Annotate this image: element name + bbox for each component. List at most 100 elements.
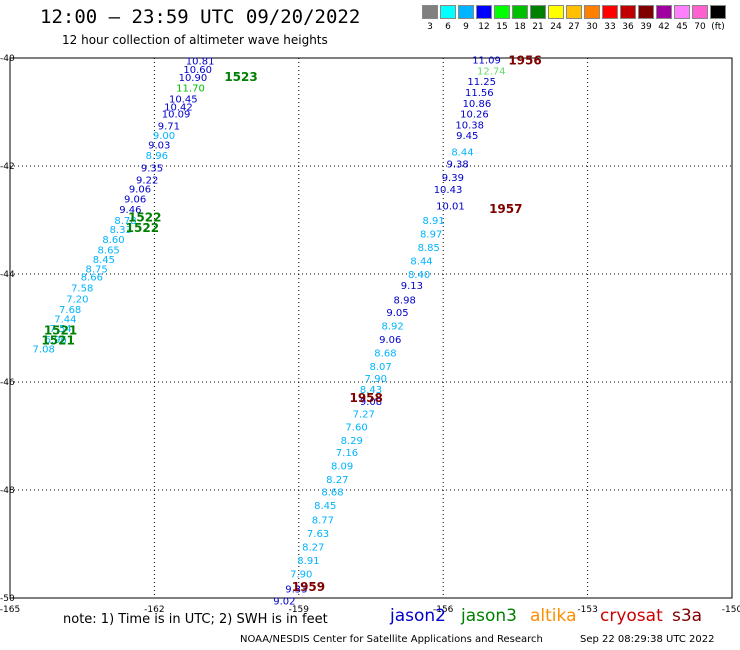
wave-height-label: 7.68 — [59, 305, 81, 316]
wave-height-label: 8.40 — [408, 270, 430, 281]
color-scale-label: 21 — [532, 22, 544, 32]
wave-height-label: 9.05 — [386, 308, 408, 319]
color-swatch — [476, 5, 492, 19]
wave-height-label: 10.38 — [455, 120, 484, 131]
wave-height-label: 7.16 — [336, 448, 358, 459]
wave-height-label: 11.70 — [176, 84, 205, 95]
color-swatch — [710, 5, 726, 19]
wave-height-label: 8.68 — [321, 488, 343, 499]
wave-height-label: 9.46 — [119, 205, 141, 216]
wave-height-label: 9.03 — [148, 140, 170, 151]
wave-height-label: 10.60 — [183, 65, 212, 76]
wave-height-label: 7.20 — [66, 294, 88, 305]
footer-note: note: 1) Time is in UTC; 2) SWH is in fe… — [63, 612, 328, 627]
wave-height-label: 9.06 — [129, 185, 151, 196]
wave-height-label: 7.90 — [365, 374, 387, 385]
axis-ticks: -165 -162 -159 -156 -153 -150 -40 -42 -44 -46 -48 -… — [0, 54, 740, 615]
wave-height-label: 10.01 — [436, 201, 465, 212]
track-time-label: 1521 — [41, 333, 74, 347]
wave-height-label: 9.38 — [447, 159, 469, 170]
wave-height-label: 8.29 — [341, 436, 363, 447]
x-tick-label: -159 — [289, 605, 310, 615]
wave-height-label: 10.90 — [179, 73, 208, 84]
y-tick-label: -46 — [0, 378, 15, 388]
wave-height-label: 8.65 — [98, 246, 120, 257]
wave-height-label: 8.77 — [312, 516, 334, 527]
chart-title: 12:00 – 23:59 UTC 09/20/2022 — [40, 6, 361, 28]
color-scale-label: 33 — [604, 22, 616, 32]
chart-subtitle: 12 hour collection of altimeter wave hei… — [62, 33, 328, 47]
wave-height-label: 7.08 — [33, 345, 55, 356]
wave-height-label: 7.54 — [49, 324, 71, 335]
wave-height-label: 10.43 — [434, 185, 463, 196]
track-time-label: 1523 — [224, 70, 257, 84]
wave-height-label: 10.26 — [460, 110, 489, 121]
wave-height-label: 9.02 — [273, 597, 295, 608]
wave-height-label: 8.97 — [420, 230, 442, 241]
x-tick-label: -153 — [577, 605, 597, 615]
wave-height-label: 8.85 — [418, 243, 440, 254]
color-swatch — [494, 5, 510, 19]
y-tick-label: -42 — [0, 162, 15, 172]
wave-height-label: 7.27 — [353, 409, 375, 420]
color-swatch — [440, 5, 456, 19]
wave-height-label: 8.45 — [93, 255, 115, 266]
color-scale-label: 3 — [427, 22, 433, 32]
x-tick-label: -150 — [722, 605, 740, 615]
color-swatch — [566, 5, 582, 19]
color-scale-label: 45 — [676, 22, 688, 32]
color-scale-label: 6 — [445, 22, 451, 32]
color-swatch — [638, 5, 654, 19]
color-scale-label: 39 — [640, 22, 652, 32]
y-tick-label: -44 — [0, 270, 15, 280]
wave-height-label: 9.13 — [401, 281, 423, 292]
grid-lines — [10, 58, 732, 598]
wave-height-label: 12.74 — [477, 66, 506, 77]
wave-height-label: 8.27 — [326, 475, 348, 486]
wave-height-label: 10.81 — [186, 57, 215, 68]
color-scale-label: (ft) — [711, 22, 725, 32]
wave-height-label: 8.45 — [314, 501, 336, 512]
color-scale-label: 42 — [658, 22, 670, 32]
wave-height-label: 8.07 — [369, 362, 391, 373]
wave-height-label: 8.78 — [114, 216, 136, 227]
color-swatch — [656, 5, 672, 19]
color-swatch — [674, 5, 690, 19]
credit-text: NOAA/NESDIS Center for Satellite Applica… — [240, 634, 543, 645]
color-scale-label: 15 — [496, 22, 508, 32]
wave-height-label: 10.45 — [169, 95, 198, 106]
satellite-legend-jason3: jason3 — [461, 606, 517, 626]
wave-height-label: 8.96 — [146, 151, 168, 162]
wave-height-label: 9.08 — [360, 397, 382, 408]
wave-height-label: 8.44 — [451, 147, 473, 158]
wave-height-label: 11.25 — [467, 77, 496, 88]
color-swatch — [602, 5, 618, 19]
color-scale-label: 9 — [463, 22, 469, 32]
wave-height-label: 6.96 — [45, 335, 67, 346]
wave-height-label: 10.09 — [162, 110, 191, 121]
wave-height-label: 8.98 — [394, 295, 416, 306]
color-swatch — [422, 5, 438, 19]
wave-height-label: 8.27 — [302, 543, 324, 554]
wave-height-label: 9.00 — [153, 131, 175, 142]
wave-height-label: 8.43 — [360, 385, 382, 396]
x-tick-label: -162 — [144, 605, 164, 615]
generated-timestamp: Sep 22 08:29:38 UTC 2022 — [580, 634, 715, 645]
color-scale-label: 36 — [622, 22, 634, 32]
wave-height-label: 8.75 — [86, 265, 108, 276]
wave-height-label: 8.91 — [422, 216, 444, 227]
color-scale-label: 27 — [568, 22, 580, 32]
wave-height-label: 11.09 — [472, 56, 501, 67]
color-scale-label: 30 — [586, 22, 598, 32]
wave-height-label: 7.90 — [290, 570, 312, 581]
track-time-label: 1522 — [126, 221, 159, 235]
color-scale-label: 24 — [550, 22, 562, 32]
wave-height-label: 8.09 — [331, 462, 353, 473]
series-jason3: 10.8110.6010.9011.7010.4510.4210.099.719… — [33, 57, 215, 356]
y-tick-label: -48 — [0, 486, 15, 496]
wave-height-label: 8.33 — [110, 225, 132, 236]
